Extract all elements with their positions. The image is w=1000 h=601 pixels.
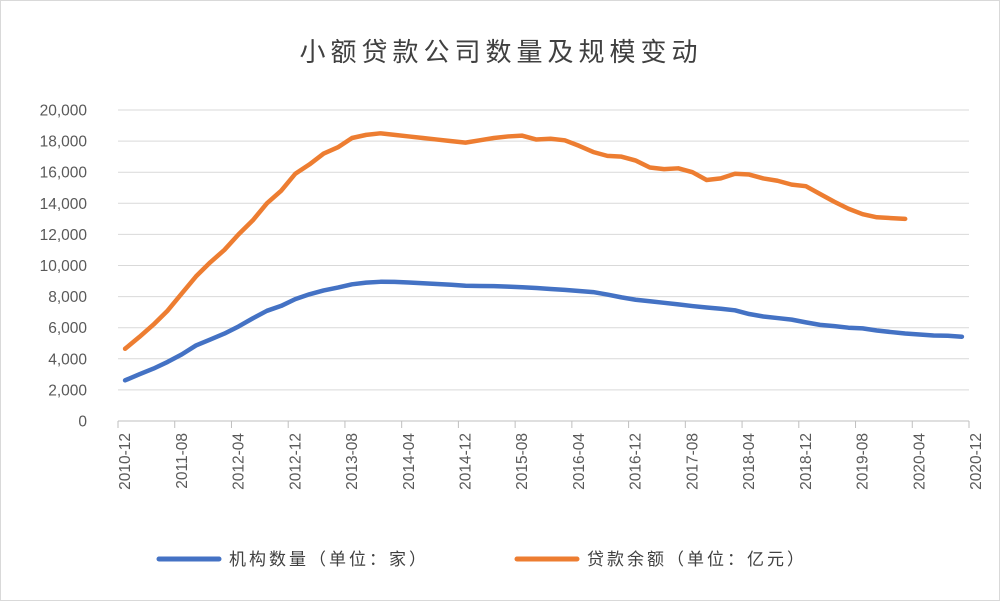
y-tick-label: 18,000	[40, 134, 88, 151]
y-tick-label: 8,000	[48, 289, 87, 306]
x-tick-label: 2011-08	[174, 433, 191, 489]
x-tick-label: 2012-12	[287, 433, 304, 490]
legend-item-institutions: 机构数量（单位：家）	[156, 550, 429, 570]
x-tick-label: 2016-04	[571, 433, 588, 490]
series-line-loan-balance	[122, 131, 908, 352]
y-tick-label: 20,000	[40, 103, 88, 120]
chart-title: 小额贷款公司数量及规模变动	[299, 38, 702, 68]
x-tick-label: 2015-08	[514, 433, 531, 490]
x-tick-label: 2019-08	[855, 433, 872, 490]
y-tick-label: 10,000	[40, 258, 88, 275]
x-tick-label: 2020-12	[968, 433, 985, 490]
y-tick-label: 16,000	[40, 165, 88, 182]
x-tick-label: 2012-04	[231, 433, 248, 490]
x-tick-label: 2018-04	[741, 433, 758, 490]
x-tick-label: 2018-12	[798, 433, 815, 490]
y-tick-label: 4,000	[48, 351, 87, 368]
series-line-institutions	[122, 279, 965, 383]
series-lines	[122, 131, 965, 383]
x-tick-label: 2010-12	[117, 433, 134, 490]
x-tick-label: 2016-12	[628, 433, 645, 490]
y-axis-ticks: 0 2,000 4,000 6,000 8,000 10,000 12,000 14,000 1…	[40, 103, 88, 431]
gridlines	[118, 109, 969, 391]
x-tick-label: 2017-08	[684, 433, 701, 490]
legend-label-loan-balance: 贷款余额（单位：亿元）	[587, 550, 807, 570]
legend-item-loan-balance: 贷款余额（单位：亿元）	[514, 550, 807, 570]
x-tick-label: 2013-08	[344, 433, 361, 490]
y-tick-label: 6,000	[48, 320, 87, 337]
x-axis: 2010-12 2011-08 2012-04 2012-12 2013-08 2014-…	[117, 420, 985, 490]
legend-label-institutions: 机构数量（单位：家）	[229, 550, 429, 570]
y-tick-label: 0	[78, 414, 87, 431]
y-tick-label: 2,000	[48, 382, 87, 399]
y-tick-label: 14,000	[40, 196, 88, 213]
x-tick-label: 2014-04	[401, 433, 418, 490]
x-tick-label: 2020-04	[911, 433, 928, 490]
y-tick-label: 12,000	[40, 227, 88, 244]
legend: 机构数量（单位：家） 贷款余额（单位：亿元）	[156, 550, 807, 570]
x-tick-label: 2014-12	[457, 433, 474, 490]
